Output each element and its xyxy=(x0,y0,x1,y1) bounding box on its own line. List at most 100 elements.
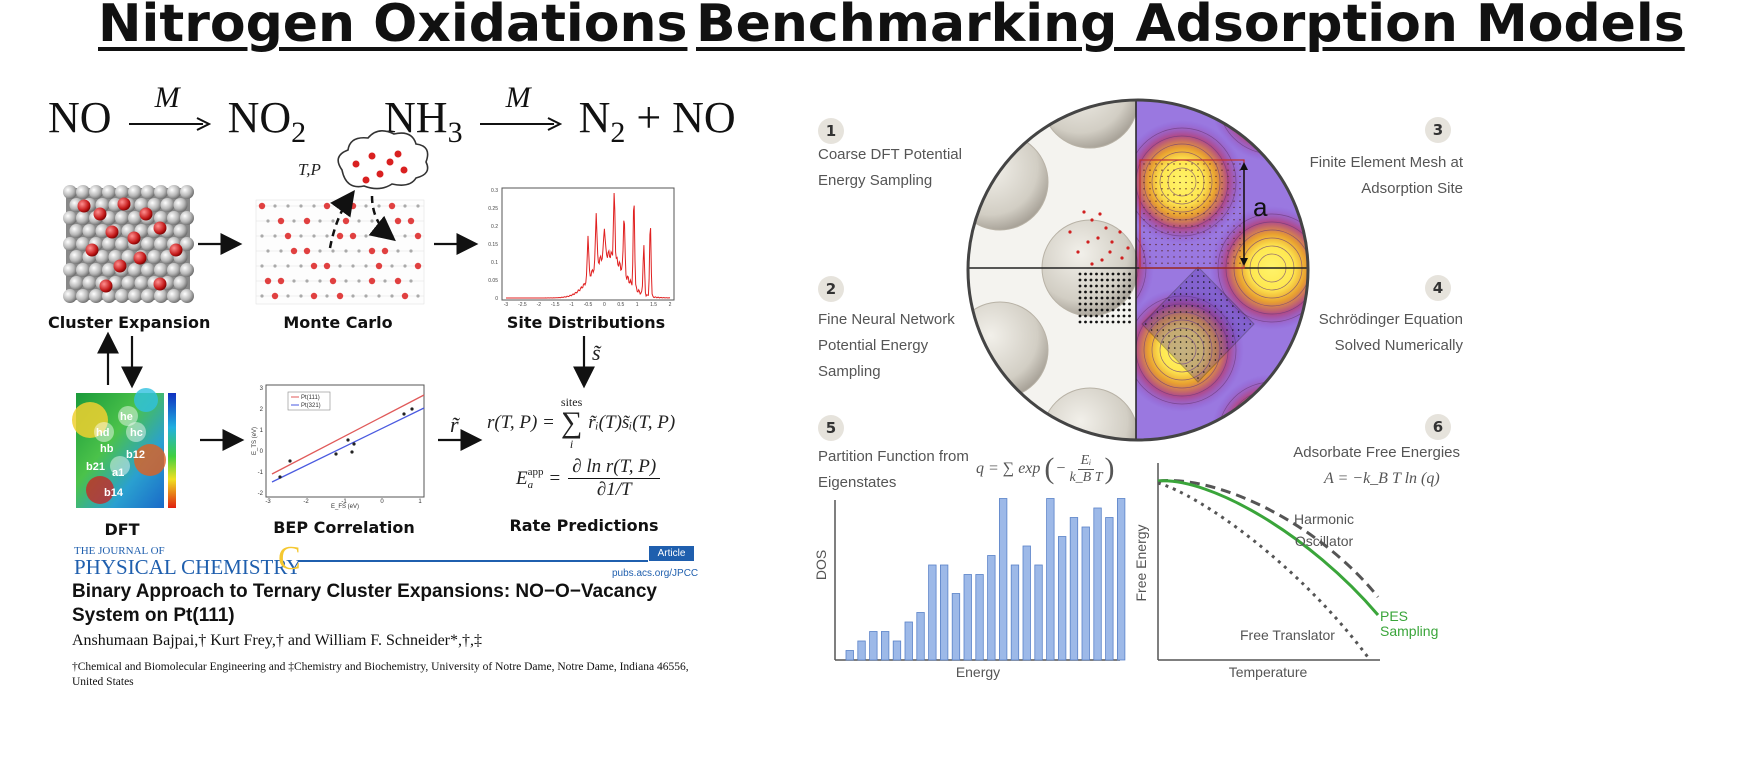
site-ytick: 0.3 xyxy=(491,188,498,194)
bep-xtick: -3 xyxy=(265,499,271,505)
dos-bar xyxy=(1046,498,1055,661)
fe-xlabel: Temperature xyxy=(1229,664,1308,680)
dft-site-label: b12 xyxy=(126,449,145,461)
pes-sampling-curve xyxy=(1157,479,1380,616)
dos-bar xyxy=(1034,564,1043,661)
journal-letter: C xyxy=(278,540,301,577)
dft-site-label: hb xyxy=(100,443,114,455)
label-free-translator: Free Translator xyxy=(1240,627,1335,643)
fe-ylabel: Free Energy xyxy=(1133,524,1149,601)
journal-rule xyxy=(298,560,648,562)
dft-site-label: b14 xyxy=(104,487,124,499)
site-xtick: 1.5 xyxy=(650,302,657,308)
paper-affiliation: †Chemical and Biomolecular Engineering a… xyxy=(72,661,689,688)
dos-bar xyxy=(869,631,878,661)
step-badge-3: 3 xyxy=(1425,117,1451,143)
dft-site-label: hd xyxy=(96,427,109,439)
site-xtick: 2 xyxy=(669,302,672,308)
gas-cloud-icon xyxy=(337,130,429,190)
step-badge-2: 2 xyxy=(818,276,844,302)
journal-name: PHYSICAL CHEMISTRY xyxy=(74,555,302,579)
label-cluster-expansion: Cluster Expansion xyxy=(48,313,211,332)
label-pes-sampling: PES xyxy=(1380,608,1408,624)
bep-ytick: 1 xyxy=(260,428,264,434)
dos-bar xyxy=(1022,545,1031,661)
site-xtick: 1 xyxy=(636,302,639,308)
label-harmonic-oscillator-2: Oscillator xyxy=(1295,533,1354,549)
step-text-3: Finite Element Mesh at Adsorption Site xyxy=(1309,154,1463,197)
dos-bar xyxy=(1093,507,1102,661)
dos-bar xyxy=(928,564,937,661)
paper-authors: Anshumaan Bajpai,† Kurt Frey,† and Willi… xyxy=(72,632,483,649)
free-energy-chart: Harmonic Oscillator PES Sampling Free Tr… xyxy=(1133,463,1438,680)
bep-ytick: -1 xyxy=(258,470,264,476)
right-heading: Benchmarking Adsorption Models xyxy=(696,0,1685,54)
dos-bar xyxy=(939,564,949,661)
bep-ylabel: E_TS (eV) xyxy=(252,427,258,455)
bep-xlabel: E_FS (eV) xyxy=(331,504,359,510)
free-translator-curve xyxy=(1157,481,1372,661)
journal-url[interactable]: pubs.acs.org/JPCC xyxy=(612,568,699,579)
bep-legend-pt111: Pt(111) xyxy=(301,395,320,401)
cluster-expansion-image xyxy=(63,185,194,303)
step-text-2: Fine Neural Network Potential Energy Sampl… xyxy=(818,311,955,380)
label-pes-sampling-2: Sampling xyxy=(1380,623,1438,639)
bep-xtick: -1 xyxy=(341,499,347,505)
bep-xtick: -2 xyxy=(303,499,309,505)
reaction-no-oxidation: NO M NO2 xyxy=(48,80,307,149)
partition-function-equation: q = ∑ exp ( − Eᵢ k_B T ) xyxy=(976,452,1115,485)
bep-ytick: 3 xyxy=(260,386,264,392)
dos-bar xyxy=(1081,526,1090,661)
label-dft: DFT xyxy=(104,520,140,539)
label-harmonic-oscillator: Harmonic xyxy=(1294,511,1354,527)
dos-bar xyxy=(998,498,1008,661)
paper-title: Binary Approach to Ternary Cluster Expan… xyxy=(72,581,657,626)
dos-bar xyxy=(857,640,866,661)
s-tilde-label: s̃ xyxy=(592,340,601,365)
dos-bar xyxy=(1116,498,1126,661)
dos-ylabel: DOS xyxy=(813,550,829,580)
bep-xtick: 1 xyxy=(418,499,422,505)
free-energy-equation: A = −k_B T ln (q) xyxy=(1324,470,1440,487)
dos-bar xyxy=(904,621,913,661)
bep-legend-pt321: Pt(321) xyxy=(301,403,321,409)
step-badge-5: 5 xyxy=(818,415,844,441)
site-ytick: 0.15 xyxy=(488,242,498,248)
dos-bar xyxy=(916,612,925,661)
left-heading: Nitrogen Oxidations xyxy=(98,0,688,54)
dos-bar xyxy=(1069,517,1079,661)
dos-bar xyxy=(892,640,902,661)
site-xtick: -0.5 xyxy=(584,302,593,308)
adsorption-site-diagram xyxy=(966,98,1310,442)
step-text-4: Schrödinger Equation Solved Numerically xyxy=(1318,311,1463,354)
apparent-energy-equation: E app a = ∂ ln r(T, P) ∂1/T xyxy=(516,456,661,501)
rate-equation: r(T, P) = sites ∑ i r̃ᵢ(T)s̃ᵢ(T, P) xyxy=(487,395,676,451)
tp-label: T,P xyxy=(298,160,321,179)
workflow-diagram: -3 -2.5 -2 -1.5 -1 -0.5 0 0.5 1 1.5 2 0.3 0.25 0.2 0.1… xyxy=(63,130,675,510)
step-badge-6: 6 xyxy=(1425,414,1451,440)
dos-chart: Energy DOS xyxy=(813,498,1126,680)
step-text-6: Adsorbate Free Energies xyxy=(1293,444,1460,461)
site-distribution-plot: -3 -2.5 -2 -1.5 -1 -0.5 0 0.5 1 1.5 2 0.3 0.25 0.2 0.1… xyxy=(488,187,675,308)
workflow-arrows xyxy=(97,233,595,451)
step-text-1: Coarse DFT Potential Energy Sampling xyxy=(818,146,962,189)
step-text-5: Partition Function from Eigenstates xyxy=(818,448,969,491)
dft-site-label: b21 xyxy=(86,461,105,473)
bep-ytick: 0 xyxy=(260,449,264,455)
dft-site-label: he xyxy=(120,411,133,423)
journal-name-top: THE JOURNAL OF xyxy=(74,545,165,557)
dos-bar xyxy=(951,593,961,661)
r-tilde-label: r̃ xyxy=(450,412,459,437)
step-badge-4: 4 xyxy=(1425,275,1451,301)
site-xtick: -3 xyxy=(504,302,509,308)
site-ytick: 0.25 xyxy=(488,206,498,212)
monte-carlo-image xyxy=(255,130,429,305)
article-badge: Article xyxy=(649,546,694,561)
dos-bar xyxy=(1010,564,1020,661)
site-xtick: -1 xyxy=(569,302,574,308)
bep-ytick: -2 xyxy=(258,491,264,497)
label-bep-correlation: BEP Correlation xyxy=(273,518,415,537)
dos-bar xyxy=(975,574,984,661)
